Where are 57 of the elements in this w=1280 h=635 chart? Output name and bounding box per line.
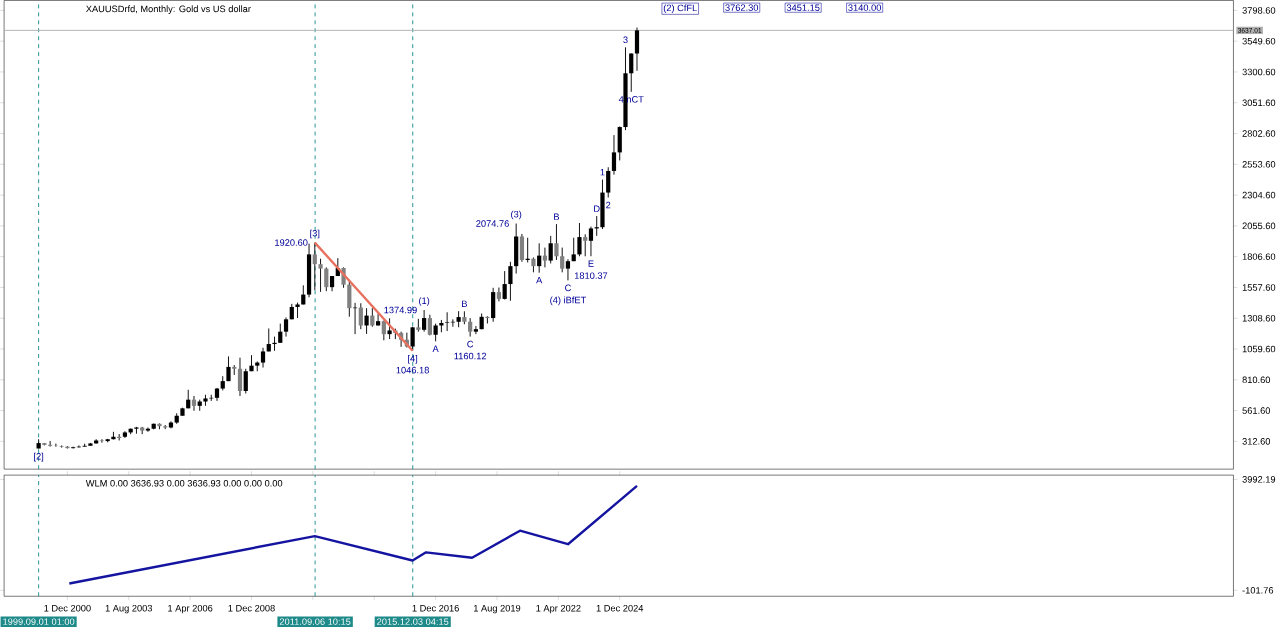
- y-tick-label: 1557.60: [1242, 284, 1276, 291]
- annotation: 1374.99: [384, 306, 417, 314]
- chart-title: XAUUSDrfd, Monthly: Gold vs US dollar: [86, 5, 251, 14]
- y-tick-label: 3798.60: [1242, 7, 1276, 14]
- y-tick-label: 312.60: [1242, 438, 1271, 445]
- x-tick-label: 1 Aug 2003: [105, 604, 153, 614]
- y-tick-label: 2553.60: [1242, 161, 1276, 168]
- annotation: 1920.60: [275, 239, 308, 246]
- annotation: (3): [511, 210, 522, 220]
- annotation: (4) iBfET: [550, 296, 586, 306]
- annotation: C: [467, 340, 474, 348]
- y-tick-label: 1059.60: [1242, 345, 1276, 353]
- annotation: 1810.37: [574, 272, 608, 279]
- annotation: (1): [419, 297, 430, 306]
- annotation: 1046.18: [396, 366, 429, 374]
- y-tick-label: 1308.60: [1242, 314, 1276, 322]
- x-tick-label: 1 Dec 2000: [44, 604, 91, 612]
- ref-line-label: 2015.12.03 04:15: [377, 618, 449, 625]
- x-tick-label: 1 Dec 2008: [228, 604, 275, 612]
- y-tick-label: -101.76: [1242, 587, 1274, 594]
- annotation: 3762.30: [725, 4, 759, 11]
- y-tick-label: 810.60: [1242, 376, 1271, 384]
- annotation: [3]: [310, 229, 320, 239]
- x-tick-label: 1 Dec 2024: [596, 604, 644, 612]
- x-tick-label: 1 Aug 2019: [473, 604, 521, 614]
- annotation: C: [565, 284, 571, 292]
- annotation: 2074.76: [476, 220, 509, 227]
- chart-title: WLM 0.00 3636.93 0.00 3636.93 0.00 0.00 0.00: [85, 480, 283, 487]
- ref-line-label: 2011.09.06 10:15: [279, 618, 351, 625]
- y-tick-label: 3300.60: [1242, 68, 1276, 76]
- x-tick-label: 1 Dec 2016: [412, 604, 459, 612]
- annotation: B: [554, 213, 560, 220]
- annotation: (2) CfFL: [663, 4, 697, 14]
- annotation: D: [594, 205, 600, 212]
- annotation: 3: [623, 36, 628, 44]
- y-tick-label: 2802.60: [1242, 130, 1276, 137]
- annotation: 3140.00: [848, 4, 882, 11]
- y-tick-label: 3992.19: [1242, 476, 1276, 483]
- annotation: E: [588, 260, 594, 267]
- y-tick-label: 1806.60: [1242, 253, 1276, 260]
- y-tick-label: 561.60: [1242, 407, 1271, 414]
- annotation: [4]: [408, 354, 418, 364]
- annotation: B: [462, 300, 467, 308]
- annotation: A: [536, 276, 543, 284]
- annotation: 3451.15: [786, 4, 820, 11]
- y-tick-label: 2304.60: [1242, 191, 1276, 199]
- annotation: 1: [600, 168, 605, 176]
- x-tick-label: 1 Apr 2022: [536, 604, 581, 614]
- annotation: 2: [606, 201, 611, 209]
- ref-line-label: 1999.09.01 01:00: [3, 618, 75, 625]
- y-tick-label: 3051.60: [1242, 99, 1276, 107]
- annotation: A: [432, 345, 439, 352]
- annotation: 1160.12: [454, 352, 487, 360]
- y-tick-label: 3549.60: [1242, 37, 1276, 45]
- x-tick-label: 1 Apr 2006: [168, 604, 213, 614]
- annotation: [2]: [34, 452, 44, 462]
- y-tick-label: 2055.60: [1242, 222, 1276, 230]
